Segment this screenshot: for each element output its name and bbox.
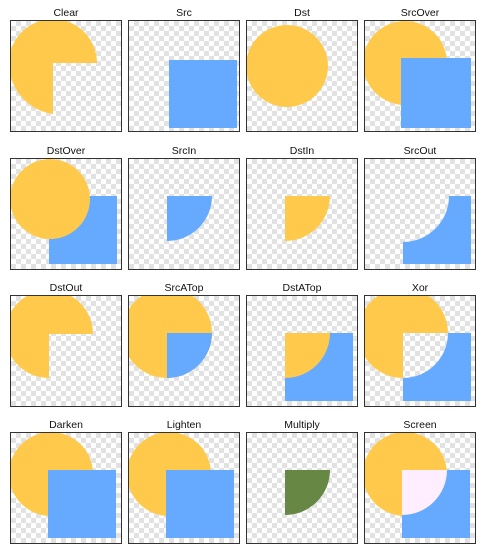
- mode-cell-darken: Darken: [10, 418, 122, 549]
- mode-cell-screen: Screen: [364, 418, 476, 549]
- mode-cell-dstin: DstIn: [246, 144, 358, 275]
- mode-cell-dstover: DstOver: [10, 144, 122, 275]
- screen-illustration: [365, 433, 470, 538]
- mode-cell-lighten: Lighten: [128, 418, 240, 549]
- mode-title-srcout: SrcOut: [403, 145, 437, 157]
- mode-title-dstover: DstOver: [46, 145, 86, 157]
- dst-illustration: [247, 25, 328, 107]
- lighten-illustration: [129, 433, 234, 538]
- clear-illustration: [11, 21, 97, 114]
- mode-canvas-src: [128, 20, 240, 132]
- dstout-illustration: [11, 296, 93, 378]
- mode-title-lighten: Lighten: [166, 419, 202, 431]
- mode-title-dst: Dst: [294, 7, 310, 19]
- dstover-illustration: [11, 159, 117, 264]
- srcover-illustration: [365, 21, 471, 128]
- mode-title-dstout: DstOut: [49, 282, 83, 294]
- mode-title-dstin: DstIn: [289, 145, 315, 157]
- mode-canvas-dstatop: [246, 295, 358, 407]
- mode-cell-srcover: SrcOver: [364, 6, 476, 137]
- mode-canvas-dstover: [10, 158, 122, 270]
- mode-canvas-srcatop: [128, 295, 240, 407]
- mode-canvas-srcin: [128, 158, 240, 270]
- mode-canvas-dstout: [10, 295, 122, 407]
- mode-cell-xor: Xor: [364, 281, 476, 412]
- mode-cell-dstatop: DstATop: [246, 281, 358, 412]
- srcout-illustration: [403, 196, 471, 264]
- mode-canvas-multiply: [246, 432, 358, 544]
- mode-canvas-dstin: [246, 158, 358, 270]
- mode-canvas-srcover: [364, 20, 476, 132]
- xor-illustration: [365, 296, 471, 401]
- srcatop-illustration: [129, 296, 212, 378]
- mode-cell-srcout: SrcOut: [364, 144, 476, 275]
- mode-canvas-dst: [246, 20, 358, 132]
- mode-cell-dstout: DstOut: [10, 281, 122, 412]
- mode-title-src: Src: [176, 7, 192, 19]
- dstatop-illustration: [285, 333, 353, 401]
- mode-cell-src: Src: [128, 6, 240, 137]
- mode-canvas-lighten: [128, 432, 240, 544]
- mode-title-srcatop: SrcATop: [164, 282, 204, 294]
- mode-cell-clear: Clear: [10, 6, 122, 137]
- mode-cell-dst: Dst: [246, 6, 358, 137]
- mode-title-srcover: SrcOver: [400, 7, 440, 19]
- srcin-illustration: [167, 196, 212, 241]
- mode-title-clear: Clear: [53, 7, 79, 19]
- mode-canvas-xor: [364, 295, 476, 407]
- mode-title-screen: Screen: [403, 419, 437, 431]
- mode-title-dstatop: DstATop: [282, 282, 322, 294]
- mode-canvas-clear: [10, 20, 122, 132]
- porter-duff-grid: Clear Src Dst SrcOver: [10, 6, 488, 544]
- dstin-illustration: [285, 196, 330, 241]
- src-illustration: [169, 60, 237, 128]
- multiply-illustration: [285, 470, 330, 515]
- mode-cell-multiply: Multiply: [246, 418, 358, 549]
- mode-title-multiply: Multiply: [284, 419, 320, 431]
- darken-illustration: [11, 433, 116, 538]
- mode-title-srcin: SrcIn: [171, 145, 197, 157]
- mode-canvas-srcout: [364, 158, 476, 270]
- mode-cell-srcatop: SrcATop: [128, 281, 240, 412]
- mode-title-xor: Xor: [411, 282, 429, 294]
- mode-canvas-screen: [364, 432, 476, 544]
- mode-title-darken: Darken: [49, 419, 83, 431]
- mode-cell-srcin: SrcIn: [128, 144, 240, 275]
- mode-canvas-darken: [10, 432, 122, 544]
